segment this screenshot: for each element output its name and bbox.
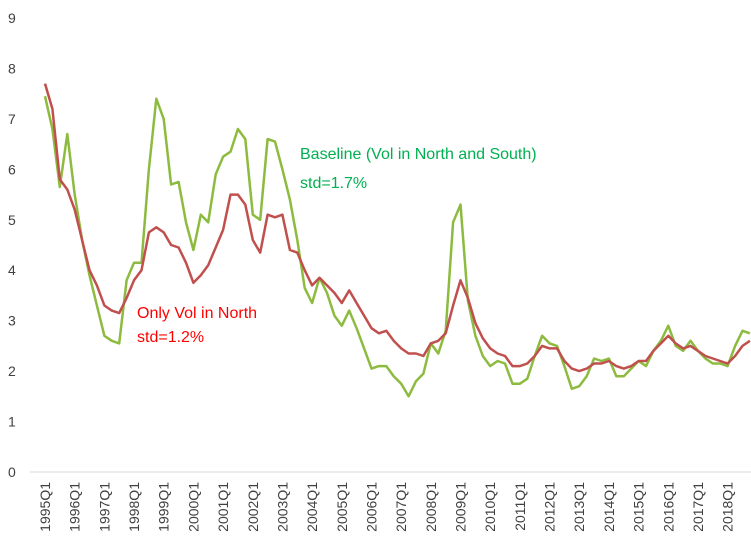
y-tick-label: 2 [8, 363, 16, 379]
std-annotation: std=1.2% [137, 329, 204, 346]
x-tick-label: 2012Q1 [542, 482, 558, 532]
y-tick-label: 1 [8, 414, 16, 430]
x-tick-label: 2000Q1 [185, 482, 201, 532]
y-tick-label: 0 [8, 464, 16, 480]
y-tick-label: 8 [8, 60, 16, 76]
y-tick-label: 4 [8, 262, 16, 278]
x-tick-label: 2002Q1 [245, 482, 261, 532]
std-annotation: std=1.7% [300, 175, 367, 192]
x-tick-label: 2006Q1 [363, 482, 379, 532]
x-tick-label: 2001Q1 [215, 482, 231, 532]
y-tick-label: 3 [8, 313, 16, 329]
series-annotation: Baseline (Vol in North and South) [300, 146, 537, 163]
x-tick-label: 1999Q1 [156, 482, 172, 532]
series-line [43, 83, 751, 373]
x-tick-label: 2005Q1 [334, 482, 350, 532]
x-tick-label: 2009Q1 [453, 482, 469, 532]
x-tick-label: 2014Q1 [601, 482, 617, 532]
x-tick-label: 1995Q1 [37, 482, 53, 532]
x-tick-label: 2003Q1 [274, 482, 290, 532]
x-tick-label: 2015Q1 [631, 482, 647, 532]
series-line [43, 95, 751, 398]
x-tick-label: 2011Q1 [512, 482, 528, 531]
y-tick-label: 7 [8, 111, 16, 127]
x-tick-label: 2016Q1 [660, 482, 676, 532]
x-tick-label: 2018Q1 [720, 482, 736, 532]
y-tick-label: 6 [8, 161, 16, 177]
x-tick-label: 1996Q1 [67, 482, 83, 532]
y-tick-label: 9 [8, 10, 16, 26]
x-tick-label: 1997Q1 [96, 482, 112, 532]
y-tick-label: 5 [8, 212, 16, 228]
x-tick-label: 2004Q1 [304, 482, 320, 532]
x-tick-label: 2010Q1 [482, 482, 498, 532]
x-tick-label: 2013Q1 [571, 482, 587, 532]
x-tick-label: 2007Q1 [393, 482, 409, 532]
series-annotation: Only Vol in North [137, 305, 257, 322]
x-tick-label: 2017Q1 [690, 482, 706, 532]
x-tick-label: 1998Q1 [126, 482, 142, 532]
x-tick-label: 2008Q1 [423, 482, 439, 532]
